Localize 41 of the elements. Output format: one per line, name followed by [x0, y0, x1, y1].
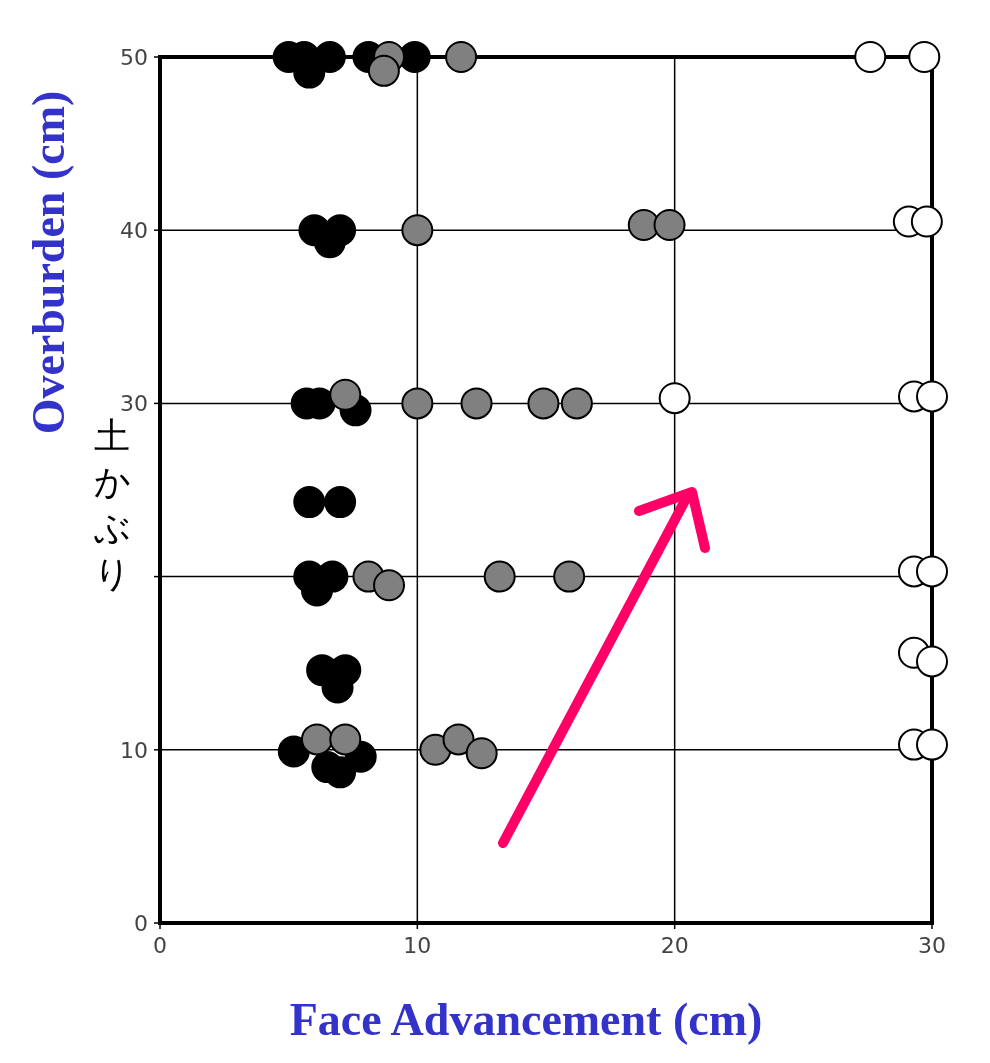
- y-tick-label: 30: [120, 391, 148, 417]
- point: [916, 555, 948, 588]
- point: [553, 560, 586, 593]
- x-tick-label: 30: [918, 933, 946, 958]
- y-tick-label: 50: [120, 44, 148, 70]
- y-tick-label: 10: [120, 737, 148, 763]
- point: [910, 205, 943, 238]
- point: [465, 737, 498, 770]
- point: [324, 486, 357, 519]
- point: [277, 735, 310, 768]
- point: [916, 380, 948, 413]
- point: [916, 728, 948, 761]
- point: [908, 41, 941, 73]
- x-tick-label: 20: [660, 933, 689, 958]
- point: [445, 41, 478, 73]
- point: [560, 387, 593, 420]
- point: [293, 486, 326, 519]
- point: [373, 569, 406, 602]
- point: [419, 733, 452, 766]
- x-tick-label: 0: [153, 933, 167, 958]
- x-axis-title: Face Advancement (cm): [289, 994, 763, 1045]
- x-tick-label: 10: [403, 933, 432, 958]
- point: [401, 214, 434, 247]
- y-tick-label: 0: [134, 910, 148, 936]
- point: [329, 378, 362, 411]
- point: [658, 382, 691, 415]
- point: [367, 54, 400, 87]
- point: [329, 723, 362, 756]
- point: [527, 387, 560, 420]
- point: [460, 387, 493, 420]
- y-axis-title: Overburden (cm): [23, 90, 74, 435]
- point: [627, 209, 660, 241]
- point: [854, 41, 887, 73]
- point: [653, 209, 686, 241]
- y-tick-label: 40: [120, 217, 148, 243]
- text: 土かぶり: [93, 415, 131, 594]
- point: [483, 560, 516, 593]
- point: [300, 723, 333, 756]
- point: [442, 723, 475, 756]
- point: [916, 645, 948, 678]
- point: [401, 387, 434, 420]
